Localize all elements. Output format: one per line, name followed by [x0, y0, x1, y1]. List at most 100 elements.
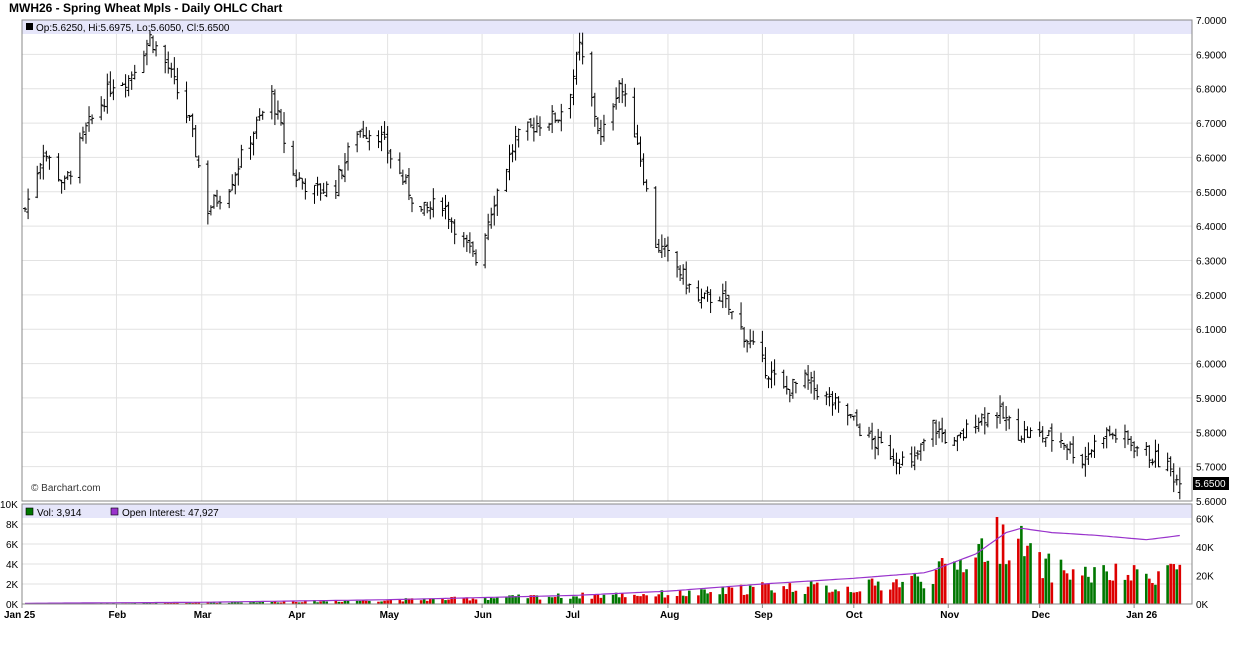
- volume-bar: [703, 589, 706, 604]
- volume-bar: [751, 586, 755, 604]
- price-tick-label: 6.3000: [1196, 257, 1227, 268]
- volume-bar: [828, 592, 831, 604]
- volume-bar: [185, 602, 188, 604]
- volume-bar: [486, 600, 490, 604]
- volume-bar: [319, 601, 322, 604]
- volume-bar: [1175, 569, 1179, 604]
- volume-bar: [468, 600, 472, 604]
- volume-bar: [276, 602, 280, 604]
- volume-bar: [197, 602, 201, 604]
- volume-bar: [142, 602, 146, 604]
- volume-bar: [995, 516, 999, 604]
- volume-tick-label: 6K: [6, 540, 19, 551]
- volume-bar: [368, 600, 371, 604]
- volume-bar: [505, 596, 508, 604]
- volume-bar: [258, 602, 261, 604]
- volume-bar: [383, 600, 386, 604]
- volume-bar: [422, 599, 426, 604]
- volume-bar: [611, 594, 615, 604]
- volume-bar: [154, 602, 158, 604]
- volume-bar: [1126, 574, 1130, 604]
- volume-bar: [404, 598, 408, 604]
- volume-bar: [291, 601, 295, 604]
- volume-bar: [419, 600, 423, 604]
- volume-bar: [465, 597, 469, 604]
- volume-bar: [590, 598, 594, 604]
- volume-bar: [538, 599, 542, 604]
- volume-bar: [806, 586, 810, 604]
- volume-bar: [1087, 576, 1090, 604]
- volume-bar: [1105, 571, 1108, 604]
- volume-bar: [176, 602, 179, 604]
- volume-bar: [556, 593, 560, 604]
- volume-bar: [645, 595, 648, 604]
- volume-readout: Vol: 3,914: [37, 508, 82, 519]
- volume-bar: [1026, 545, 1029, 604]
- open-interest-legend-swatch: [110, 507, 119, 516]
- volume-bar: [785, 589, 789, 604]
- volume-bar: [432, 598, 435, 604]
- volume-tick-label: 8K: [6, 520, 19, 531]
- volume-bar: [1154, 584, 1157, 604]
- volume-bar: [1044, 558, 1048, 604]
- open-interest-tick-label: 60K: [1196, 514, 1214, 525]
- volume-bar: [916, 576, 920, 604]
- volume-bar: [742, 594, 746, 604]
- open-interest-tick-label: 40K: [1196, 543, 1214, 554]
- volume-bar: [215, 602, 219, 604]
- volume-bar: [334, 600, 338, 604]
- volume-bar: [623, 597, 627, 604]
- volume-bar: [977, 544, 981, 604]
- volume-bar: [998, 563, 1002, 604]
- volume-bar: [633, 594, 636, 604]
- ohlc-legend-swatch: [26, 23, 33, 30]
- volume-bar: [169, 602, 173, 604]
- volume-bar: [273, 601, 277, 604]
- price-tick-label: 6.1000: [1196, 325, 1227, 336]
- volume-bar: [700, 589, 703, 604]
- volume-bar: [1047, 553, 1051, 604]
- volume-bar: [892, 582, 895, 604]
- volume-bar: [739, 584, 743, 604]
- price-axis: 5.6000 5.7000 5.8000 5.9000 6.0000 6.1000 6.20…: [1196, 16, 1227, 508]
- volume-bar: [401, 601, 405, 604]
- price-tick-label: 6.9000: [1196, 50, 1227, 61]
- volume-bar: [325, 601, 328, 604]
- date-tick-label: May: [380, 610, 400, 621]
- volume-bar: [301, 602, 304, 604]
- volume-bar: [1081, 575, 1084, 604]
- volume-bar: [745, 594, 749, 604]
- volume-bar: [681, 595, 685, 604]
- volume-bar: [764, 583, 767, 604]
- volume-bar: [447, 599, 450, 604]
- price-tick-label: 7.0000: [1196, 16, 1227, 27]
- volume-bar: [959, 559, 962, 604]
- date-tick-label: Apr: [288, 610, 305, 621]
- volume-bar: [386, 600, 389, 604]
- volume-bar: [282, 601, 286, 604]
- price-tick-label: 6.5000: [1196, 188, 1227, 199]
- volume-bar: [919, 581, 923, 604]
- volume-bar: [1157, 571, 1160, 604]
- volume-bar: [191, 602, 194, 604]
- volume-bar: [526, 598, 530, 604]
- volume-bar: [1020, 525, 1023, 604]
- volume-bar: [209, 602, 213, 604]
- volume-bar: [1041, 578, 1045, 604]
- price-tick-label: 6.6000: [1196, 153, 1227, 164]
- volume-bar: [812, 584, 816, 604]
- volume-bar: [377, 601, 380, 604]
- volume-bar: [547, 596, 551, 604]
- volume-bar: [602, 594, 606, 604]
- volume-panel-border: [21, 503, 1193, 605]
- price-tick-label: 5.7000: [1196, 463, 1227, 474]
- volume-bar: [249, 602, 252, 604]
- date-tick-label: Feb: [108, 610, 126, 621]
- volume-bar: [206, 602, 210, 604]
- volume-bar: [453, 596, 456, 604]
- volume-bar: [803, 593, 807, 604]
- date-tick-label: Oct: [846, 610, 863, 621]
- volume-bar: [846, 586, 850, 604]
- volume-bar: [782, 586, 786, 604]
- volume-bar: [986, 560, 990, 604]
